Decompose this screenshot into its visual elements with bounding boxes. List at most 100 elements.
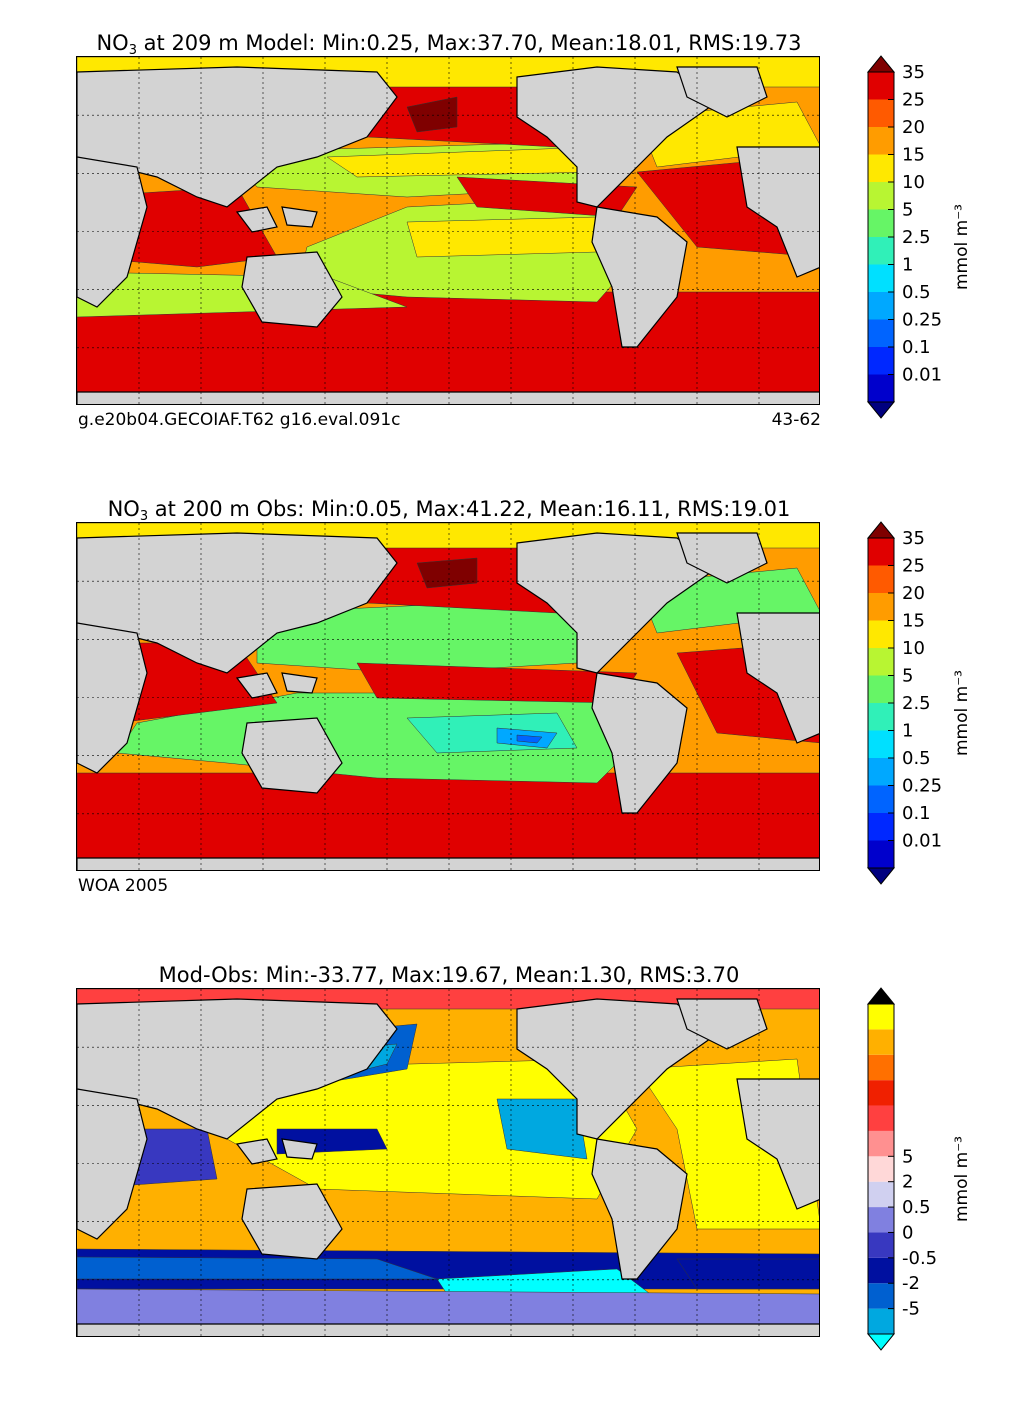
colorbar-tick-label: 35 <box>902 62 925 83</box>
colorbar-segment <box>868 374 894 402</box>
colorbar-segment <box>868 1181 894 1208</box>
colorbar-tick-label: 0.25 <box>902 776 942 797</box>
colorbar: 0.01 0.1 0.25 0.5 1 2.5 5 10 15 20 25 35 <box>866 521 1011 885</box>
map-model <box>76 56 820 405</box>
dataset-label: g.e20b04.GECOIAF.T62 g16.eval.091c <box>78 410 401 430</box>
colorbar-tick-label: 15 <box>902 611 925 632</box>
panel-diff: Mod-Obs: Min:-33.77, Max:19.67, Mean:1.3… <box>0 962 1011 1422</box>
colorbar-segment <box>868 840 894 868</box>
colorbar-tick-label: -0.5 <box>902 1248 937 1269</box>
colorbar-segment <box>868 593 894 621</box>
land-mass <box>77 391 819 404</box>
colorbar-tick-label: -5 <box>902 1299 920 1320</box>
colorbar-extend-min <box>866 401 896 419</box>
colorbar-extend-min <box>866 867 896 885</box>
colorbar-tick-label: 20 <box>902 583 925 604</box>
land-mass <box>281 672 318 694</box>
colorbar-segment <box>868 648 894 676</box>
years-label: 43-62 <box>771 410 821 430</box>
colorbar-segment <box>868 813 894 841</box>
colorbar-segment <box>868 237 894 265</box>
colorbar-segment <box>868 675 894 703</box>
colorbar-segment <box>868 1156 894 1182</box>
colorbar-segment <box>868 182 894 210</box>
colorbar-tick-label: 0.1 <box>902 803 931 824</box>
panel-title: NO3 at 200 m Obs: Min:0.05, Max:41.22, M… <box>107 497 791 524</box>
colorbar-tick-label: 0.25 <box>902 310 942 331</box>
colorbar-segment <box>868 127 894 155</box>
colorbar-segment <box>868 99 894 127</box>
colorbar-extend-min <box>866 1333 896 1351</box>
land-mass <box>235 206 278 233</box>
colorbar-segment <box>868 785 894 813</box>
ocean-contour-region <box>77 772 819 870</box>
colorbar-segment <box>868 1283 894 1309</box>
colorbar-segment <box>868 565 894 593</box>
colorbar-segment <box>868 1232 894 1258</box>
land-mass <box>591 1138 688 1280</box>
land-mass <box>516 66 719 208</box>
colorbar-tick-label: 0.5 <box>902 1197 931 1218</box>
land-mass <box>591 672 688 814</box>
colorbar-segment <box>868 758 894 786</box>
colorbar-label: mmol m⁻³ <box>952 1136 972 1222</box>
colorbar-tick-label: 0.5 <box>902 282 931 303</box>
ocean-contour-region <box>406 96 458 133</box>
panel-title: Mod-Obs: Min:-33.77, Max:19.67, Mean:1.3… <box>158 963 740 987</box>
land-mass <box>235 672 278 699</box>
ocean-contour-region <box>496 1098 588 1160</box>
colorbar-segment <box>868 292 894 320</box>
colorbar-tick-label: 2.5 <box>902 693 931 714</box>
colorbar-segment <box>868 154 894 182</box>
land-mass <box>77 857 819 870</box>
colorbar-segment <box>868 1004 894 1030</box>
land-mass <box>736 1078 819 1210</box>
colorbar-tick-label: 35 <box>902 528 925 549</box>
panel-obs: NO3 at 200 m Obs: Min:0.05, Max:41.22, M… <box>0 496 1011 956</box>
ocean-contour-region <box>516 734 543 744</box>
land-mass <box>516 532 719 674</box>
colorbar-segment <box>868 1080 894 1106</box>
colorbar-segment <box>868 1308 894 1334</box>
ocean-contour-region <box>676 1258 819 1290</box>
colorbar-tick-label: 25 <box>902 556 925 577</box>
land-mass <box>676 532 768 584</box>
map-diff <box>76 988 820 1337</box>
colorbar-tick-label: 15 <box>902 145 925 166</box>
colorbar-label: mmol m⁻³ <box>952 204 972 290</box>
land-mass <box>77 1088 148 1240</box>
colorbar-segment <box>868 1029 894 1055</box>
colorbar-segment <box>868 703 894 731</box>
land-mass <box>77 156 148 308</box>
colorbar-extend-max <box>866 987 896 1005</box>
colorbar-segment <box>868 1130 894 1157</box>
land-mass <box>281 206 318 228</box>
colorbar-tick-label: 0.01 <box>902 831 942 852</box>
colorbar-tick-label: 0.1 <box>902 337 931 358</box>
colorbar-extend-max <box>866 521 896 539</box>
land-mass <box>676 998 768 1050</box>
ocean-contour-region <box>406 216 598 258</box>
colorbar-tick-label: 10 <box>902 172 925 193</box>
land-mass <box>77 1323 819 1336</box>
colorbar-segment <box>868 620 894 648</box>
land-mass <box>516 998 719 1140</box>
panel-model: NO3 at 209 m Model: Min:0.25, Max:37.70,… <box>0 30 1011 490</box>
colorbar-segment <box>868 1105 894 1131</box>
colorbar-tick-label: 2 <box>902 1172 913 1193</box>
colorbar-tick-label: 1 <box>902 721 913 742</box>
colorbar-segment <box>868 1054 894 1081</box>
colorbar-tick-label: 0.5 <box>902 748 931 769</box>
colorbar-tick-label: 10 <box>902 638 925 659</box>
land-mass <box>77 622 148 774</box>
panel-title: NO3 at 209 m Model: Min:0.25, Max:37.70,… <box>96 31 802 58</box>
land-mass <box>591 206 688 348</box>
colorbar-tick-label: 5 <box>902 1146 913 1167</box>
colorbar-tick-label: 5 <box>902 200 913 221</box>
colorbar-segment <box>868 1257 894 1284</box>
colorbar-tick-label: 1 <box>902 255 913 276</box>
map-canvas <box>77 57 819 404</box>
land-mass <box>736 612 819 744</box>
colorbar-segment <box>868 730 894 758</box>
colorbar-tick-label: 25 <box>902 90 925 111</box>
